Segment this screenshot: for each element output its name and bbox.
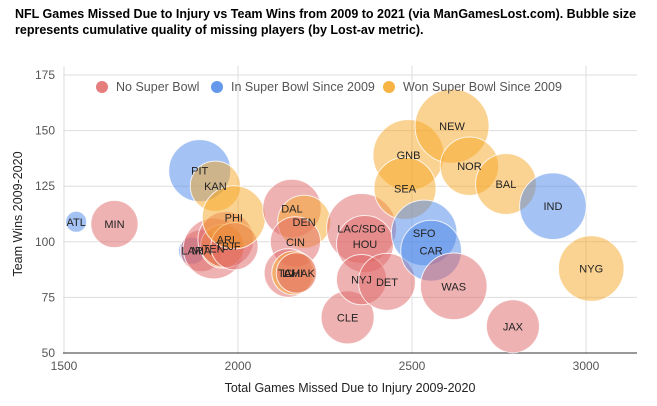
bubble-label-nyj: NYJ bbox=[351, 275, 372, 287]
chart-title: NFL Games Missed Due to Injury vs Team W… bbox=[15, 7, 637, 37]
bubble-label-lar: LAR bbox=[181, 246, 202, 258]
y-tick-label: 75 bbox=[42, 290, 56, 304]
bubble-label-bal: BAL bbox=[496, 179, 517, 191]
bubble-label-cle: CLE bbox=[337, 312, 358, 324]
bubble-label-tamak: TAMAK bbox=[278, 268, 316, 280]
legend-marker bbox=[96, 81, 108, 93]
y-tick-label: 175 bbox=[35, 68, 55, 82]
bubble-label-nyg: NYG bbox=[579, 263, 603, 275]
y-tick-label: 50 bbox=[42, 346, 56, 360]
legend-item-1[interactable]: In Super Bowl Since 2009 bbox=[211, 80, 375, 94]
bubble-was bbox=[419, 252, 488, 321]
bubble-label-atl: ATL bbox=[67, 217, 86, 229]
legend-label: No Super Bowl bbox=[116, 80, 199, 94]
bubble-label-jf: JF bbox=[228, 241, 241, 253]
x-tick-label: 2500 bbox=[399, 359, 426, 373]
bubble-label-dal: DAL bbox=[281, 203, 302, 215]
bubble-label-det: DET bbox=[376, 277, 398, 289]
bubble-label-sfo: SFO bbox=[413, 228, 436, 240]
bubble-label-was: WAS bbox=[441, 281, 466, 293]
bubble-label-min: MIN bbox=[104, 219, 124, 231]
bubble-label-den: DEN bbox=[293, 217, 316, 229]
bubble-label-ari: ARI bbox=[217, 235, 235, 247]
bubble-tamak bbox=[275, 252, 318, 294]
bubble-label-lv: LV bbox=[282, 268, 295, 280]
bubble-label-kan: KAN bbox=[204, 181, 227, 193]
bubble-label-phi: PHI bbox=[225, 212, 243, 224]
bubble-label-car: CAR bbox=[420, 246, 443, 258]
y-tick-label: 125 bbox=[35, 179, 55, 193]
bubble-label-cin: CIN bbox=[286, 237, 305, 249]
bubble-label-pit: PIT bbox=[191, 166, 208, 178]
bubble-label-jax: JAX bbox=[503, 321, 524, 333]
bubble-label-lac-sdg: LAC/SDG bbox=[337, 223, 385, 235]
legend-label: In Super Bowl Since 2009 bbox=[231, 80, 375, 94]
y-tick-label: 150 bbox=[35, 124, 55, 138]
x-tick-label: 3000 bbox=[573, 359, 600, 373]
legend-item-0[interactable]: No Super Bowl bbox=[96, 80, 199, 94]
legend-marker bbox=[211, 81, 223, 93]
bubble-det bbox=[357, 252, 416, 311]
legend[interactable]: No Super Bowl In Super Bowl Since 2009 Won… bbox=[96, 80, 562, 94]
bubble-label-sea: SEA bbox=[394, 183, 417, 195]
x-axis-title: Total Games Missed Due to Injury 2009-20… bbox=[225, 381, 476, 395]
bubble-label-nor: NOR bbox=[457, 161, 482, 173]
x-axis-ticks: 1500 2000 2500 3000 bbox=[51, 359, 600, 373]
x-tick-label: 2000 bbox=[225, 359, 252, 373]
x-tick-label: 1500 bbox=[51, 359, 78, 373]
legend-marker bbox=[383, 81, 395, 93]
bubble-label-ind: IND bbox=[543, 201, 562, 213]
bubble-atl bbox=[65, 210, 88, 233]
bubble-label-new: NEW bbox=[439, 121, 465, 133]
legend-item-2[interactable]: Won Super Bowl Since 2009 bbox=[383, 80, 562, 94]
bubble-label-chi: CHI bbox=[284, 268, 303, 280]
y-tick-label: 100 bbox=[35, 235, 55, 249]
y-axis-ticks: 50 75 100 125 150 175 bbox=[35, 68, 55, 360]
bubble-label-ten: TEN bbox=[203, 243, 225, 255]
bubble-ind bbox=[519, 172, 587, 241]
bubble-min bbox=[90, 199, 139, 249]
bubble-label-hou: HOU bbox=[353, 239, 378, 251]
bubble-label-gnb: GNB bbox=[397, 150, 421, 162]
bubble-label-tb: TB bbox=[215, 241, 229, 253]
legend-label: Won Super Bowl Since 2009 bbox=[403, 80, 562, 94]
bubble-label-mia: MIA bbox=[192, 246, 212, 258]
y-axis-title: Team Wins 2009-2020 bbox=[11, 151, 25, 276]
bubbles bbox=[65, 88, 625, 354]
bubble-jax bbox=[485, 299, 540, 354]
bubble-nyg bbox=[557, 235, 625, 302]
